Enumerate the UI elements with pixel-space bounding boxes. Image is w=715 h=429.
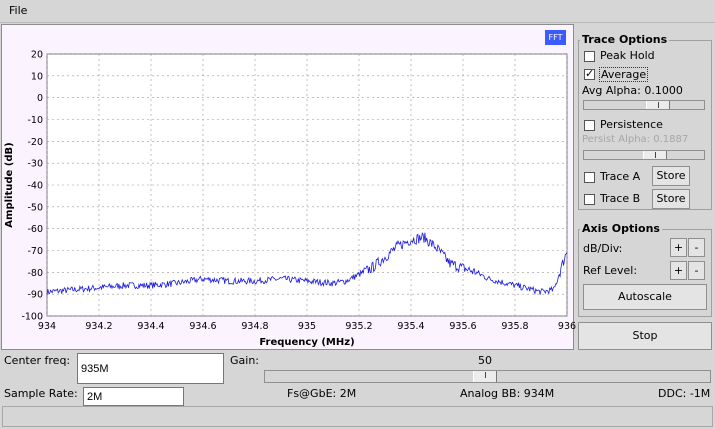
fs-gbe-readout: Fs@GbE: 2M bbox=[287, 387, 357, 400]
ref-level-label: Ref Level: bbox=[583, 264, 638, 277]
store-trace-a-button[interactable]: Store bbox=[652, 166, 690, 186]
db-div-plus-button[interactable]: + bbox=[670, 238, 687, 257]
avg-alpha-slider[interactable] bbox=[583, 100, 705, 110]
peak-hold-checkbox[interactable] bbox=[584, 51, 595, 62]
gain-slider[interactable] bbox=[264, 370, 711, 383]
x-tick-label: 935.4 bbox=[397, 321, 424, 332]
x-tick-label: 934.4 bbox=[137, 321, 164, 332]
x-tick-label: 935.8 bbox=[501, 321, 528, 332]
avg-alpha-slider-thumb[interactable] bbox=[646, 101, 670, 109]
fft-trace-line bbox=[46, 232, 568, 296]
db-div-label: dB/Div: bbox=[583, 242, 623, 255]
fft-plot: 20 10 0 -10 -20 -30 -40 -50 -60 -70 -80 -90 -100 934… bbox=[4, 50, 576, 349]
y-tick-label: -20 bbox=[27, 137, 43, 148]
y-tick-label: 20 bbox=[31, 50, 43, 61]
center-freq-input[interactable] bbox=[77, 353, 224, 384]
y-tick-label: -10 bbox=[27, 115, 43, 126]
peak-hold-label: Peak Hold bbox=[600, 49, 655, 62]
center-freq-label: Center freq: bbox=[4, 354, 71, 367]
menu-file[interactable]: File bbox=[9, 4, 28, 17]
x-tick-label: 935.6 bbox=[449, 321, 476, 332]
x-tick-label: 934 bbox=[38, 321, 56, 332]
y-tick-label: -60 bbox=[27, 224, 43, 235]
y-tick-label: 10 bbox=[31, 71, 43, 82]
y-tick-label: -70 bbox=[27, 246, 43, 257]
store-trace-b-button[interactable]: Store bbox=[652, 189, 690, 209]
gain-value: 50 bbox=[478, 354, 492, 367]
persist-alpha-label: Persist Alpha: 0.1887 bbox=[582, 134, 689, 145]
average-checkbox[interactable] bbox=[584, 67, 595, 80]
analog-bb-readout: Analog BB: 934M bbox=[460, 387, 555, 400]
trace-a-label: Trace A bbox=[600, 170, 641, 183]
persistence-label: Persistence bbox=[600, 118, 663, 131]
sample-rate-input[interactable] bbox=[83, 387, 184, 406]
ref-level-plus-button[interactable]: + bbox=[670, 261, 687, 280]
x-tick-label: 934.6 bbox=[189, 321, 216, 332]
x-tick-label: 935 bbox=[298, 321, 316, 332]
autoscale-button[interactable]: Autoscale bbox=[583, 284, 707, 310]
y-tick-label: -40 bbox=[27, 181, 43, 192]
x-axis-label: Frequency (MHz) bbox=[259, 337, 354, 348]
average-label: Average bbox=[599, 67, 649, 82]
y-tick-labels: 20 10 0 -10 -20 -30 -40 -50 -60 -70 -80 -90 -100 bbox=[21, 50, 43, 323]
y-tick-label: -30 bbox=[27, 159, 43, 170]
sample-rate-label: Sample Rate: bbox=[4, 387, 78, 400]
x-tick-labels: 934 934.2 934.4 934.6 934.8 935 935.2 935.4 935.… bbox=[38, 321, 576, 332]
y-tick-label: -50 bbox=[27, 202, 43, 213]
y-tick-label: -80 bbox=[27, 268, 43, 279]
y-tick-label: 0 bbox=[37, 93, 43, 104]
axis-options-title: Axis Options bbox=[580, 222, 662, 235]
x-tick-label: 935.2 bbox=[345, 321, 372, 332]
gain-label: Gain: bbox=[230, 354, 259, 367]
persistence-checkbox[interactable] bbox=[584, 120, 595, 131]
x-tick-label: 934.2 bbox=[85, 321, 112, 332]
trace-a-checkbox[interactable] bbox=[584, 172, 595, 183]
db-div-minus-button[interactable]: - bbox=[688, 238, 705, 257]
plot-grid bbox=[46, 53, 568, 317]
ref-level-minus-button[interactable]: - bbox=[688, 261, 705, 280]
y-tick-label: -100 bbox=[21, 312, 43, 323]
trace-options-title: Trace Options bbox=[580, 33, 670, 46]
fft-mode-button[interactable]: FFT bbox=[545, 30, 566, 45]
stop-button[interactable]: Stop bbox=[578, 322, 712, 350]
y-tick-label: -90 bbox=[27, 290, 43, 301]
x-tick-label: 936 bbox=[558, 321, 576, 332]
ddc-readout: DDC: -1M bbox=[658, 387, 711, 400]
persist-alpha-slider[interactable] bbox=[583, 150, 705, 160]
x-tick-label: 934.8 bbox=[241, 321, 268, 332]
menu-bar: File bbox=[0, 0, 715, 23]
avg-alpha-label: Avg Alpha: 0.1000 bbox=[582, 84, 683, 97]
gain-slider-thumb[interactable] bbox=[473, 371, 497, 382]
status-bar bbox=[2, 406, 713, 427]
trace-b-label: Trace B bbox=[600, 192, 641, 205]
trace-b-checkbox[interactable] bbox=[584, 194, 595, 205]
persist-alpha-slider-thumb[interactable] bbox=[643, 151, 667, 159]
y-axis-label: Amplitude (dB) bbox=[4, 142, 15, 227]
